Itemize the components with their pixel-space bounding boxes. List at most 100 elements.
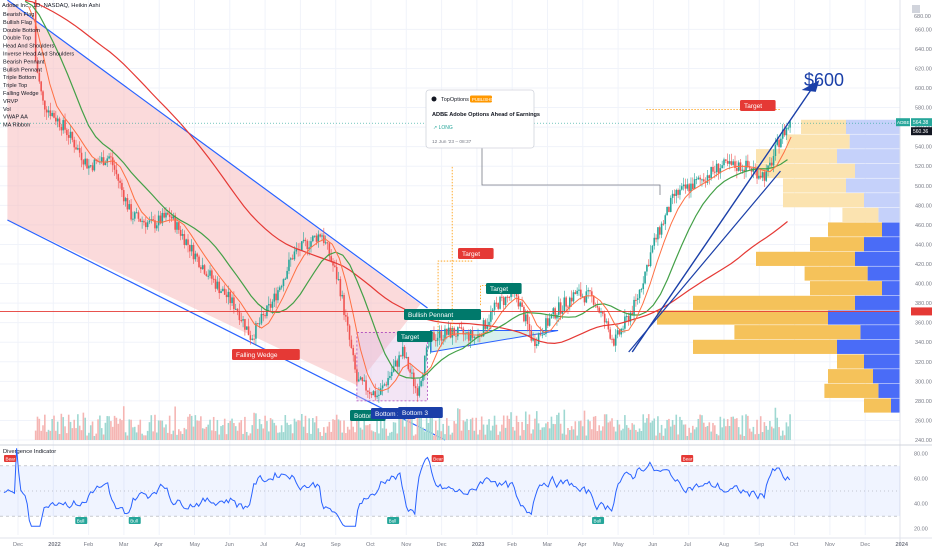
candle[interactable] — [499, 296, 501, 309]
candle[interactable] — [427, 346, 430, 348]
candle[interactable] — [234, 308, 237, 310]
candle[interactable] — [167, 212, 169, 215]
candle[interactable] — [128, 204, 131, 210]
candle[interactable] — [62, 120, 64, 131]
candle[interactable] — [376, 395, 378, 398]
candle[interactable] — [280, 286, 283, 288]
candle[interactable] — [631, 312, 634, 315]
candle[interactable] — [58, 118, 61, 128]
candle[interactable] — [614, 334, 617, 346]
candle[interactable] — [444, 328, 446, 340]
candle[interactable] — [124, 198, 127, 202]
candle[interactable] — [488, 321, 490, 325]
candle[interactable] — [699, 177, 701, 180]
candle[interactable] — [332, 261, 334, 266]
candle[interactable] — [669, 197, 672, 212]
candle[interactable] — [673, 193, 676, 196]
candle[interactable] — [585, 291, 588, 303]
candle[interactable] — [110, 156, 112, 158]
candle[interactable] — [357, 379, 360, 382]
candle[interactable] — [130, 204, 132, 220]
candle[interactable] — [535, 344, 538, 347]
candle[interactable] — [121, 182, 123, 191]
tag-bottom-3[interactable]: Bottom 3 — [398, 407, 443, 418]
candle[interactable] — [264, 315, 266, 317]
candle[interactable] — [438, 331, 441, 338]
candle[interactable] — [611, 338, 613, 340]
candle[interactable] — [578, 289, 580, 291]
scale-mode-icon[interactable] — [912, 5, 920, 13]
candle[interactable] — [405, 356, 408, 358]
candle[interactable] — [587, 290, 589, 292]
ma-20-line[interactable] — [28, 6, 792, 392]
candle[interactable] — [240, 320, 243, 322]
candle[interactable] — [174, 215, 176, 230]
candle[interactable] — [414, 386, 417, 389]
candle[interactable] — [756, 168, 758, 179]
candle[interactable] — [67, 135, 70, 138]
candle[interactable] — [530, 330, 533, 341]
candle[interactable] — [176, 222, 178, 230]
candle[interactable] — [407, 356, 410, 370]
news-card[interactable]: TopOptions PUBLISHED ADBE Adobe Options Ah… — [425, 89, 540, 149]
tag-target-3[interactable]: Target — [486, 283, 522, 294]
candle[interactable] — [346, 316, 349, 326]
candle[interactable] — [636, 298, 639, 300]
candle[interactable] — [356, 369, 358, 382]
candle[interactable] — [477, 334, 479, 338]
candle[interactable] — [592, 295, 595, 305]
candle[interactable] — [482, 320, 485, 337]
candle[interactable] — [73, 139, 75, 148]
ma-50-line[interactable] — [24, 0, 788, 379]
candle[interactable] — [572, 292, 575, 302]
candle[interactable] — [143, 220, 145, 223]
candle[interactable] — [682, 184, 685, 187]
candle[interactable] — [203, 265, 206, 274]
candle[interactable] — [282, 279, 285, 287]
candle[interactable] — [192, 244, 195, 260]
candle[interactable] — [721, 165, 723, 169]
candle[interactable] — [51, 112, 53, 116]
candle[interactable] — [255, 323, 257, 339]
candle[interactable] — [286, 270, 288, 279]
candle[interactable] — [712, 166, 714, 172]
candle[interactable] — [275, 293, 277, 301]
candle[interactable] — [789, 121, 791, 128]
candle[interactable] — [743, 169, 745, 172]
candle[interactable] — [233, 297, 235, 310]
candle[interactable] — [126, 198, 129, 210]
candle[interactable] — [497, 303, 500, 309]
candle[interactable] — [565, 297, 567, 307]
candle[interactable] — [194, 253, 197, 260]
candle[interactable] — [758, 175, 760, 179]
candle[interactable] — [680, 186, 683, 190]
candle[interactable] — [567, 306, 569, 308]
candle[interactable] — [328, 243, 331, 257]
candle[interactable] — [449, 327, 452, 338]
candle[interactable] — [374, 391, 377, 398]
wedge-lower-line[interactable] — [7, 219, 446, 441]
tag-target-4[interactable]: Target — [740, 100, 776, 111]
candle[interactable] — [53, 112, 55, 118]
candle[interactable] — [49, 110, 52, 116]
candle[interactable] — [569, 297, 571, 307]
candle[interactable] — [396, 360, 399, 367]
candle[interactable] — [155, 225, 158, 229]
candle[interactable] — [778, 139, 780, 148]
candle[interactable] — [381, 385, 384, 389]
candle[interactable] — [618, 330, 621, 335]
candle[interactable] — [170, 216, 173, 219]
candle[interactable] — [701, 179, 703, 181]
candle[interactable] — [469, 330, 472, 341]
candle[interactable] — [363, 380, 366, 382]
candle[interactable] — [728, 161, 731, 164]
candle[interactable] — [148, 220, 151, 223]
candle[interactable] — [596, 305, 599, 308]
candle[interactable] — [447, 327, 450, 335]
candle[interactable] — [657, 227, 659, 240]
candle[interactable] — [295, 249, 298, 252]
candle[interactable] — [725, 159, 727, 161]
candle[interactable] — [703, 179, 705, 182]
candle[interactable] — [185, 239, 187, 245]
candle[interactable] — [647, 264, 650, 266]
